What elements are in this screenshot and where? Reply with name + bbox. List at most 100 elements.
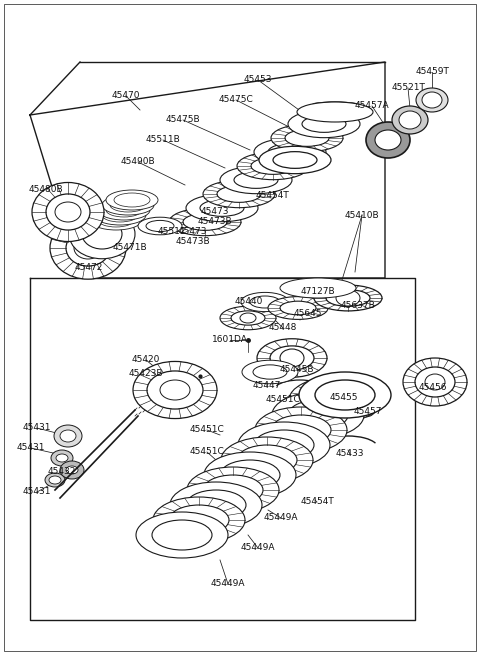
Ellipse shape [315,380,375,410]
Ellipse shape [220,166,292,194]
Text: 45451C: 45451C [190,426,224,434]
Ellipse shape [255,407,347,453]
Ellipse shape [217,185,261,202]
Ellipse shape [200,200,244,216]
Ellipse shape [270,346,314,370]
Ellipse shape [237,153,309,179]
Text: 45423B: 45423B [129,369,163,379]
Ellipse shape [147,371,203,409]
Ellipse shape [403,358,467,406]
Text: 45449A: 45449A [241,544,275,553]
Ellipse shape [169,208,241,236]
Ellipse shape [106,203,142,217]
Ellipse shape [45,473,65,487]
Ellipse shape [280,278,356,298]
Ellipse shape [220,307,276,329]
Ellipse shape [46,194,90,230]
Ellipse shape [289,377,381,423]
Text: 45490B: 45490B [120,157,156,166]
Ellipse shape [66,466,78,474]
Text: 45410B: 45410B [345,210,379,219]
Ellipse shape [49,476,61,484]
Ellipse shape [54,425,82,447]
Ellipse shape [375,130,401,150]
Text: 45454T: 45454T [255,191,289,200]
Ellipse shape [359,406,371,414]
Ellipse shape [241,292,289,312]
Ellipse shape [94,205,146,225]
Ellipse shape [152,520,212,550]
Ellipse shape [259,146,331,174]
Ellipse shape [251,158,295,174]
Ellipse shape [302,116,346,132]
Ellipse shape [32,183,104,242]
Ellipse shape [66,230,110,266]
Ellipse shape [138,217,182,234]
Ellipse shape [114,193,150,207]
Ellipse shape [183,214,227,231]
Ellipse shape [133,362,217,419]
Ellipse shape [280,349,304,367]
Ellipse shape [253,365,287,379]
Text: 45645: 45645 [294,310,322,318]
Text: 45451C: 45451C [265,396,300,405]
Text: 45454T: 45454T [300,498,334,506]
Ellipse shape [399,111,421,129]
Ellipse shape [326,290,370,307]
Ellipse shape [285,130,329,146]
Text: 45459T: 45459T [415,67,449,77]
Ellipse shape [102,208,138,222]
Text: 45512: 45512 [158,227,186,236]
Ellipse shape [250,296,280,308]
Ellipse shape [415,367,455,397]
Text: 45457A: 45457A [355,102,389,111]
Ellipse shape [257,339,327,377]
Ellipse shape [221,437,313,483]
Ellipse shape [268,143,312,160]
Text: 45470: 45470 [112,92,140,100]
Ellipse shape [271,124,343,152]
Ellipse shape [242,360,298,384]
Ellipse shape [203,475,263,505]
Ellipse shape [272,392,364,438]
Ellipse shape [153,497,245,543]
Text: 45449A: 45449A [264,514,298,523]
Ellipse shape [273,152,317,168]
Text: 45521T: 45521T [391,83,425,92]
Ellipse shape [55,202,81,222]
Ellipse shape [170,482,262,528]
Ellipse shape [50,217,126,279]
Text: 45511B: 45511B [145,136,180,145]
Ellipse shape [271,415,331,445]
Ellipse shape [355,403,375,417]
Ellipse shape [334,394,356,410]
Ellipse shape [299,372,391,418]
Text: 45475C: 45475C [218,96,253,105]
Ellipse shape [234,172,278,189]
Ellipse shape [254,430,314,460]
Text: 47127B: 47127B [300,288,336,297]
Ellipse shape [422,92,442,108]
Text: 45431: 45431 [23,487,51,496]
Ellipse shape [336,290,360,306]
Ellipse shape [425,374,445,390]
Ellipse shape [392,106,428,134]
Text: 45480B: 45480B [29,185,63,195]
Text: 45449A: 45449A [211,580,245,588]
Text: 45473B: 45473B [198,217,232,227]
Ellipse shape [314,285,382,311]
Ellipse shape [240,313,256,323]
Ellipse shape [60,430,76,442]
Ellipse shape [98,213,134,227]
Text: 45637B: 45637B [341,301,375,310]
Ellipse shape [416,88,448,112]
Text: 45445B: 45445B [280,365,314,375]
Ellipse shape [82,219,122,249]
Ellipse shape [366,122,410,158]
Ellipse shape [238,422,330,468]
Ellipse shape [203,180,275,208]
Ellipse shape [220,460,280,490]
Text: 45431: 45431 [17,443,45,453]
Text: 45451C: 45451C [190,447,224,457]
Text: 45453: 45453 [244,75,272,84]
